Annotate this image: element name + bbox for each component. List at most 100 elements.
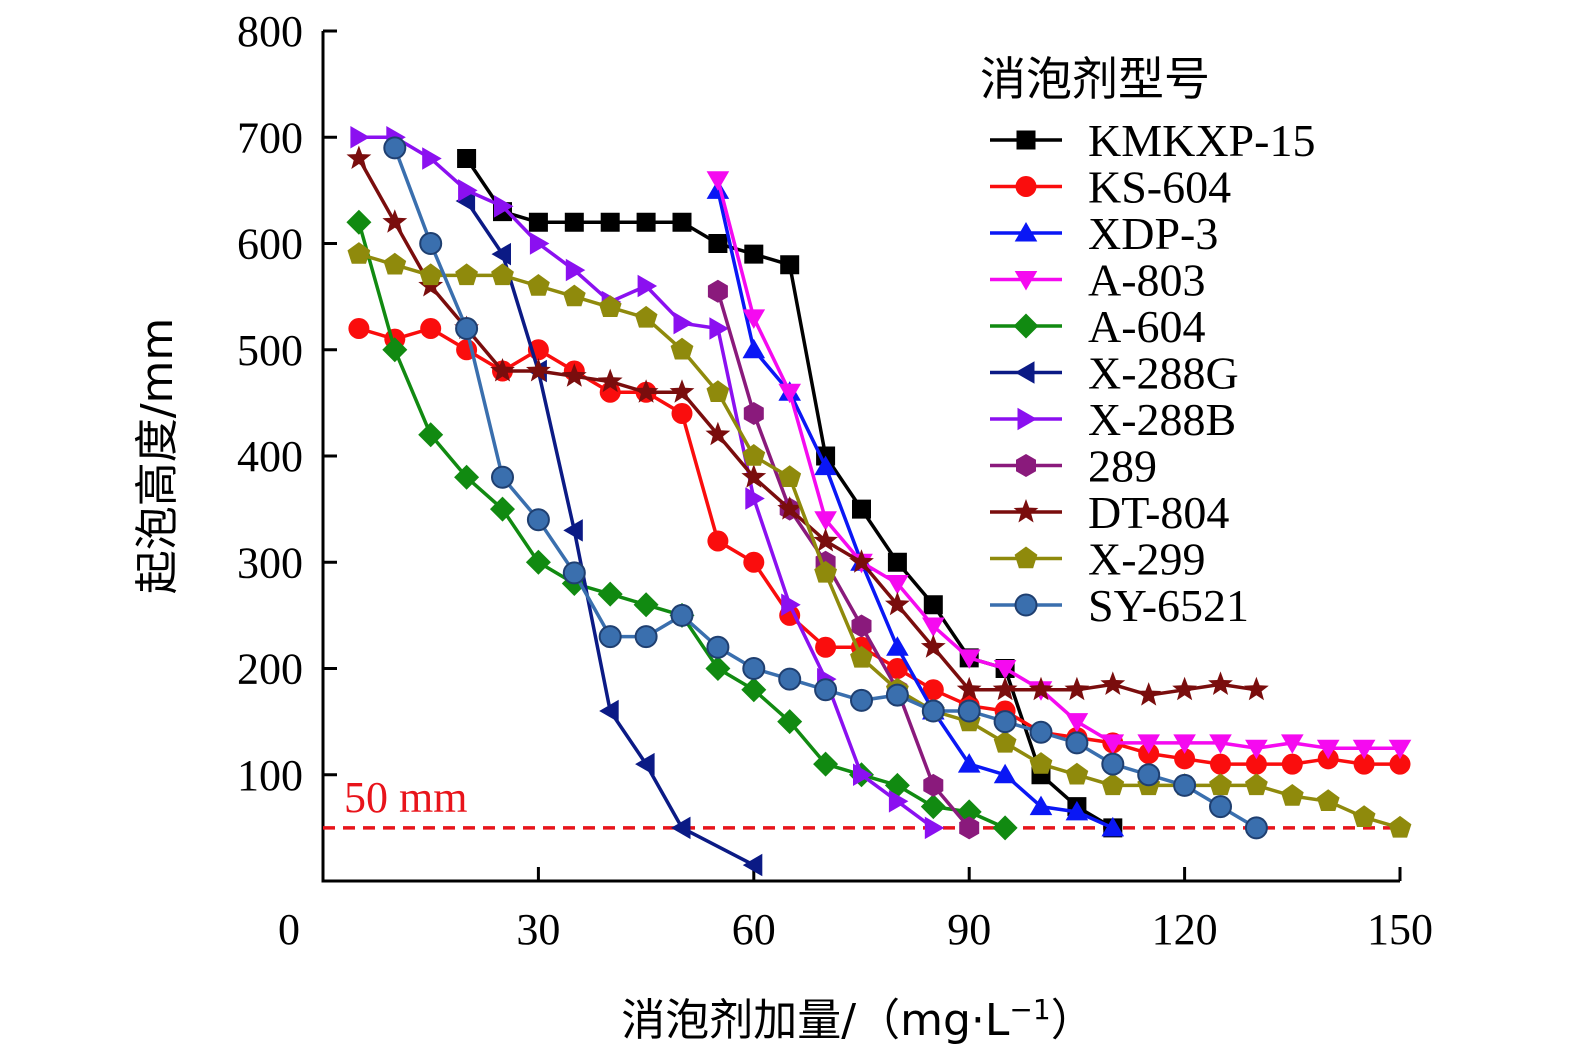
data-point-ks-604: [1245, 753, 1267, 775]
data-point-289: [923, 773, 944, 797]
data-point-x-299: [347, 242, 371, 264]
axes: 0 30 60 90 120 150 100 200 300 400 500 600 700 800 消泡剂…: [132, 7, 1433, 1046]
data-point-a-604: [597, 581, 623, 607]
data-point-x-288g: [671, 816, 691, 840]
data-point-dt-804: [597, 368, 623, 393]
data-point-x-299: [706, 380, 730, 402]
legend-marker: [1016, 130, 1036, 150]
data-point-x-288b: [565, 258, 586, 282]
data-point-dt-804: [992, 676, 1018, 701]
data-point-ks-604: [707, 530, 729, 552]
data-point-x-288b: [458, 179, 478, 202]
data-point-sy-6521: [706, 635, 730, 659]
reference-line-group: 50 mm: [323, 773, 1400, 830]
data-point-x-288b: [745, 487, 765, 510]
data-point-dt-804: [633, 379, 659, 403]
data-point-x-299: [778, 465, 802, 487]
data-point-x-288b: [709, 317, 729, 340]
data-point-xdp-3: [993, 763, 1017, 784]
series-line-a-803: [716, 179, 1400, 750]
data-point-dt-804: [561, 363, 587, 387]
x-tick-label: 150: [1367, 905, 1433, 954]
data-point-289: [743, 402, 764, 425]
data-point-sy-6521: [670, 603, 694, 627]
legend-marker: [1013, 313, 1039, 339]
y-tick-label: 800: [237, 7, 303, 56]
legend-item-x-288g: X-288G: [990, 348, 1239, 399]
data-point-a-803: [886, 575, 909, 595]
data-point-a-604: [490, 496, 515, 522]
data-point-x-299: [850, 645, 873, 668]
data-point-x-299: [419, 263, 443, 286]
legend-item-x-288b: X-288B: [990, 394, 1236, 445]
data-point-dt-804: [777, 496, 803, 520]
data-point-a-803: [814, 511, 837, 531]
data-point-ks-604: [1353, 753, 1375, 775]
data-point-ks-604: [922, 679, 944, 701]
data-point-xdp-3: [814, 455, 837, 476]
series-kmkxp-15: [457, 149, 1123, 838]
data-point-sy-6521: [634, 625, 658, 649]
x-axis-title-close: ）: [1051, 995, 1095, 1046]
data-point-ks-604: [348, 318, 370, 339]
data-point-289: [959, 816, 980, 840]
series-line-xdp-3: [716, 190, 1114, 830]
data-point-kmkxp-15: [636, 212, 656, 232]
data-point-sy-6521: [455, 317, 479, 340]
legend-label: X-299: [1088, 534, 1206, 585]
data-point-x-288b: [888, 790, 909, 813]
data-point-x-299: [1280, 784, 1304, 806]
y-tick-label: 100: [237, 751, 303, 800]
data-point-dt-804: [490, 358, 515, 382]
legend-item-289: 289: [990, 441, 1157, 492]
data-point-sy-6521: [850, 688, 873, 712]
data-point-a-604: [418, 422, 444, 448]
x-tick-label: 90: [947, 905, 991, 954]
data-point-a-803: [706, 171, 730, 191]
data-point-xdp-3: [886, 636, 909, 656]
x-axis-title: 消泡剂加量/（mg·L−1）: [621, 993, 1094, 1046]
data-point-x-299: [383, 252, 407, 275]
y-tick-label: 600: [237, 220, 303, 269]
legend-marker: [1014, 593, 1038, 617]
data-point-dt-804: [669, 379, 695, 403]
data-point-xdp-3: [1065, 800, 1089, 821]
legend-label: KS-604: [1088, 162, 1231, 213]
data-point-kmkxp-15: [457, 149, 477, 168]
data-point-sy-6521: [742, 657, 766, 680]
data-point-sy-6521: [491, 465, 514, 489]
data-point-dt-804: [813, 528, 838, 552]
data-point-a-803: [1281, 734, 1304, 754]
x-tick-label: 60: [732, 905, 776, 954]
data-point-a-604: [741, 677, 767, 703]
data-point-dt-804: [1172, 676, 1197, 701]
data-point-x-299: [742, 444, 766, 466]
data-point-a-803: [1316, 739, 1340, 760]
data-point-x-299: [993, 730, 1017, 753]
series-a-803: [706, 171, 1412, 760]
data-point-x-299: [1209, 773, 1232, 796]
data-point-ks-604: [743, 551, 765, 573]
data-point-a-803: [1352, 739, 1376, 760]
data-point-kmkxp-15: [852, 499, 871, 519]
data-point-sy-6521: [1173, 773, 1197, 797]
data-point-x-299: [455, 263, 478, 286]
data-point-x-288b: [853, 763, 873, 786]
data-point-x-299: [1029, 752, 1053, 774]
data-point-sy-6521: [1209, 795, 1232, 819]
legend-item-kmkxp-15: KMKXP-15: [990, 115, 1315, 166]
data-point-kmkxp-15: [708, 234, 728, 253]
data-point-a-604: [454, 464, 480, 490]
legend-marker: [1015, 361, 1035, 384]
legend-marker: [1014, 546, 1038, 569]
legend-marker: [1014, 271, 1038, 291]
data-point-a-604: [920, 794, 946, 820]
data-point-sy-6521: [526, 508, 550, 532]
data-point-x-299: [1101, 773, 1125, 796]
data-point-sy-6521: [562, 561, 586, 585]
data-point-sy-6521: [383, 136, 407, 160]
data-point-sy-6521: [1101, 752, 1125, 776]
legend-item-a-604: A-604: [990, 301, 1206, 352]
y-tick-label: 500: [237, 326, 303, 375]
